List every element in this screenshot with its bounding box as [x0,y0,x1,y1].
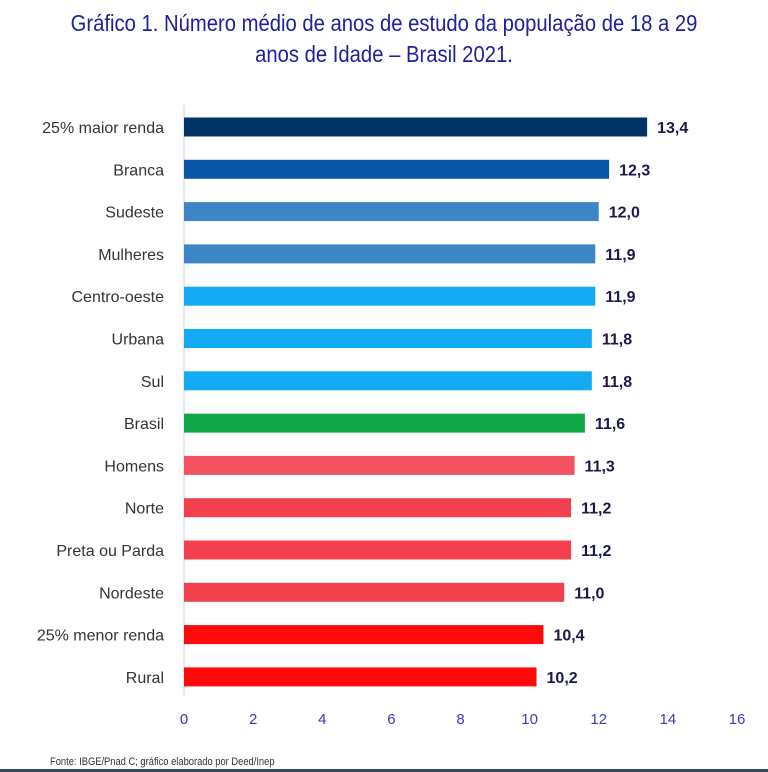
bar [184,329,592,348]
data-label: 12,0 [609,205,640,222]
data-label: 10,2 [547,670,578,687]
x-tick-label: 10 [521,711,538,728]
chart-title: Gráfico 1. Número médio de anos de estud… [46,8,722,70]
category-label: Norte [125,501,164,518]
bar [184,667,537,687]
category-label: Preta ou Parda [56,543,164,560]
category-label: Branca [113,162,164,179]
category-label: Rural [126,670,164,687]
data-label: 11,8 [602,332,632,349]
category-label: Homens [104,458,164,475]
bar [184,540,572,560]
bar [184,413,585,433]
bar [184,371,592,391]
data-label: 11,2 [581,543,611,560]
bar [184,202,599,222]
category-label: 25% menor renda [37,628,164,645]
bar [184,244,596,264]
data-label: 12,3 [619,162,650,179]
category-label: Sudeste [105,205,164,222]
data-label: 13,4 [657,120,688,137]
data-label: 11,9 [605,247,635,264]
category-label: Nordeste [99,585,164,602]
x-tick-label: 8 [456,711,464,728]
bar [184,582,565,602]
bar [184,286,596,306]
category-label: Sul [141,374,164,391]
category-label: Centro-oeste [72,289,165,306]
x-tick-label: 0 [180,711,188,728]
chart-title-line-1: Gráfico 1. Número médio de anos de estud… [70,10,698,36]
x-tick-label: 16 [729,711,746,728]
x-tick-label: 14 [660,711,677,728]
bar [184,117,648,137]
data-label: 11,6 [595,416,625,433]
data-label: 11,8 [602,374,632,391]
category-label: Mulheres [98,247,164,264]
data-label: 11,0 [574,585,604,602]
data-label: 11,3 [585,458,615,475]
data-label: 10,4 [553,628,584,645]
bar [184,498,572,518]
x-tick-label: 2 [249,711,257,728]
x-tick-label: 12 [590,711,607,728]
bar [184,455,575,475]
category-label: Urbana [112,332,165,349]
data-label: 11,9 [605,289,635,306]
chart-title-line-2: anos de Idade – Brasil 2021. [255,41,513,67]
category-label: 25% maior renda [42,120,164,137]
bar [184,159,610,179]
bottom-border [0,769,768,772]
x-tick-label: 6 [387,711,395,728]
bar [184,625,544,645]
category-label: Brasil [124,416,164,433]
x-tick-label: 4 [318,711,326,728]
data-label: 11,2 [581,501,611,518]
source-note: Fonte: IBGE/Pnad C; gráfico elaborado po… [50,756,275,768]
